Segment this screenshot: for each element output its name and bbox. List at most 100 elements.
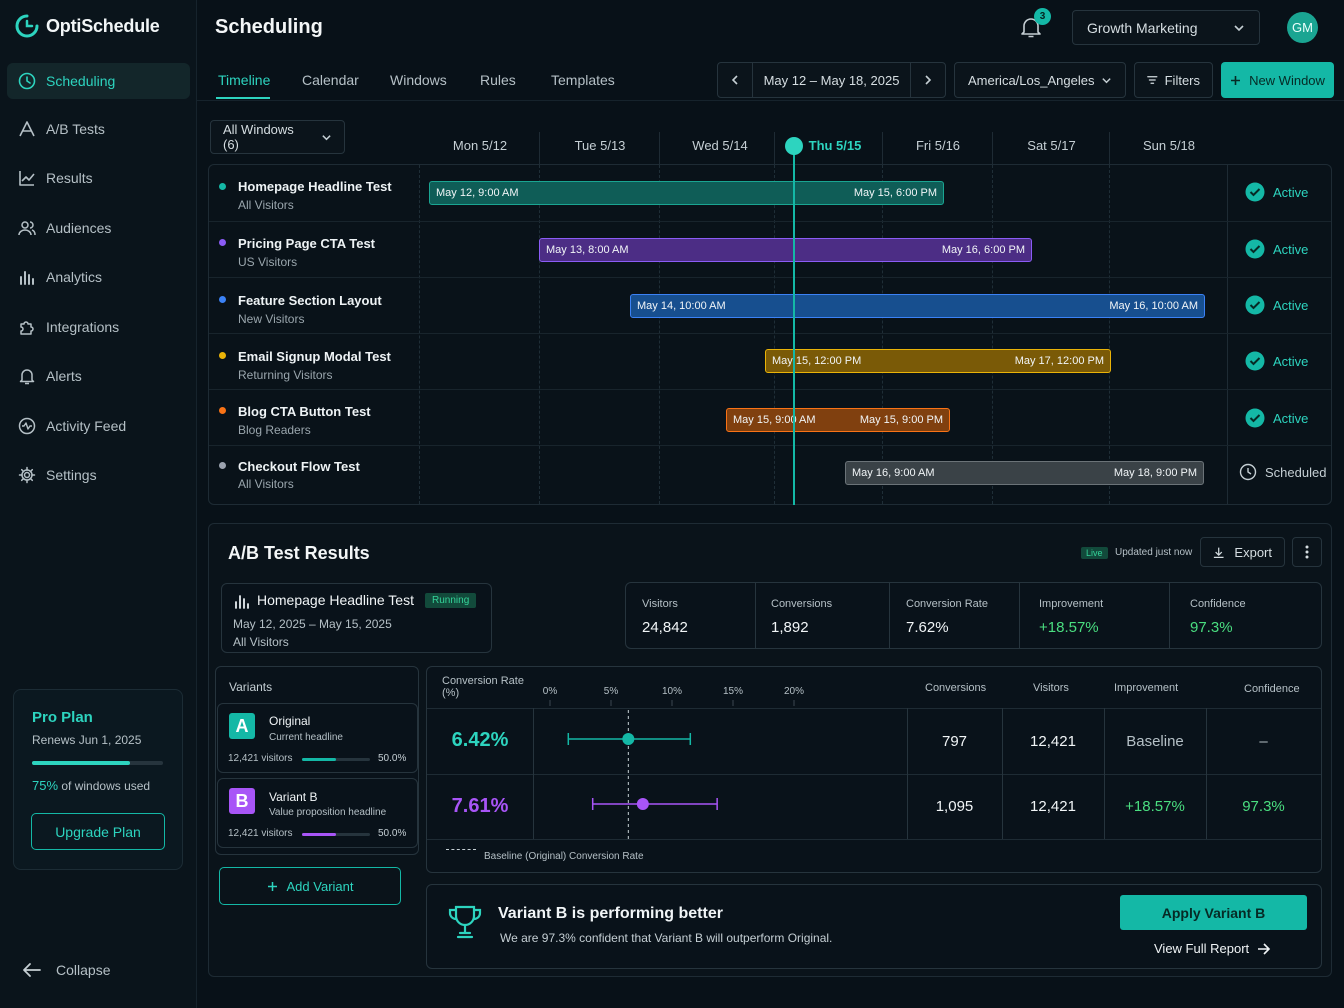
- sidebar-item-audiences[interactable]: Audiences: [7, 210, 190, 246]
- date-range-label[interactable]: May 12 – May 18, 2025: [763, 72, 900, 88]
- sidebar-item-alerts[interactable]: Alerts: [7, 358, 190, 394]
- sidebar-item-scheduling[interactable]: Scheduling: [7, 63, 190, 99]
- day-header: Sun 5/18: [1142, 138, 1196, 153]
- status-active: Active: [1245, 239, 1308, 259]
- day-header: Fri 5/16: [915, 138, 961, 153]
- variant-b-visitors: 12,421: [1030, 798, 1076, 815]
- prev-week-button[interactable]: [718, 63, 753, 97]
- tab-rules[interactable]: Rules: [480, 72, 516, 88]
- day-header: Sat 5/17: [1027, 138, 1076, 153]
- page-title: Scheduling: [215, 16, 323, 38]
- day-header: Wed 5/14: [692, 138, 748, 153]
- day-header: Mon 5/12: [452, 138, 508, 153]
- tabs-divider: [197, 100, 1344, 101]
- next-week-button[interactable]: [910, 63, 945, 97]
- variant-a-visitors: 12,421: [1030, 733, 1076, 750]
- variant-b-confidence: 97.3%: [1242, 798, 1285, 815]
- activity-icon: [18, 417, 36, 435]
- variant-split: 50.0%: [378, 828, 407, 839]
- window-name[interactable]: Pricing Page CTA Test: [238, 236, 376, 251]
- metrics-strip: Visitors 24,842 Conversions 1,892 Conver…: [625, 582, 1322, 649]
- status-label: Active: [1273, 297, 1309, 313]
- table-header-divider: [427, 708, 1321, 709]
- window-name[interactable]: Feature Section Layout: [238, 293, 382, 308]
- avatar[interactable]: GM: [1287, 12, 1318, 43]
- usage-percent: 75%: [32, 778, 59, 793]
- row-divider: [209, 389, 1331, 390]
- bar-start: May 12, 9:00 AM: [436, 187, 519, 199]
- status-label: Active: [1273, 353, 1309, 369]
- workspace-select[interactable]: Growth Marketing: [1072, 10, 1260, 45]
- conversions-header: Conversions: [925, 682, 987, 694]
- add-variant-button[interactable]: Add Variant: [219, 867, 401, 905]
- day-gridline: [1109, 165, 1110, 504]
- chevron-down-icon: [1102, 77, 1111, 83]
- logo-icon: [15, 14, 39, 38]
- variants-title: Variants: [229, 680, 273, 694]
- variant-card-b[interactable]: B Variant B Value proposition headline 1…: [217, 778, 418, 848]
- view-full-report-link[interactable]: View Full Report: [1154, 941, 1271, 956]
- users-icon: [18, 221, 36, 236]
- apply-variant-button[interactable]: Apply Variant B: [1120, 895, 1307, 930]
- bar-end: May 16, 10:00 AM: [1109, 300, 1198, 312]
- metric-value: +18.57%: [1039, 619, 1099, 636]
- tab-calendar[interactable]: Calendar: [302, 72, 359, 88]
- chevron-down-icon: [322, 134, 331, 140]
- tab-timeline[interactable]: Timeline: [218, 72, 271, 88]
- running-badge: Running: [425, 593, 477, 608]
- variant-visitors: 12,421 visitors: [228, 753, 293, 764]
- new-window-button[interactable]: New Window: [1221, 62, 1334, 98]
- table-row-divider: [427, 774, 1321, 775]
- variant-description: Current headline: [269, 732, 343, 743]
- sidebar-item-ab-tests[interactable]: A/B Tests: [7, 111, 190, 147]
- sidebar-item-settings[interactable]: Settings: [7, 457, 190, 493]
- app-logo[interactable]: OptiSchedule: [14, 13, 160, 39]
- gear-icon: [18, 466, 36, 484]
- sidebar-item-results[interactable]: Results: [7, 160, 190, 196]
- plan-card: Pro Plan Renews Jun 1, 2025 75% of windo…: [13, 689, 183, 870]
- day-gridline: [659, 165, 660, 504]
- plus-icon: [267, 881, 277, 891]
- window-name[interactable]: Homepage Headline Test: [238, 179, 392, 194]
- window-name[interactable]: Blog CTA Button Test: [238, 404, 371, 419]
- window-name[interactable]: Email Signup Modal Test: [238, 349, 391, 364]
- more-options-button[interactable]: [1292, 537, 1322, 567]
- row-divider: [209, 445, 1331, 446]
- window-filter-select[interactable]: All Windows (6): [210, 120, 345, 154]
- export-button[interactable]: Export: [1200, 537, 1285, 567]
- tab-templates[interactable]: Templates: [551, 72, 615, 88]
- window-filter-value: All Windows (6): [223, 122, 294, 152]
- tab-windows[interactable]: Windows: [390, 72, 447, 88]
- window-bar[interactable]: May 13, 8:00 AM May 16, 6:00 PM: [539, 238, 1032, 262]
- sidebar-item-analytics[interactable]: Analytics: [7, 259, 190, 295]
- window-bar[interactable]: May 16, 9:00 AM May 18, 9:00 PM: [845, 461, 1204, 485]
- ab-test-icon: [19, 121, 35, 137]
- metric-label: Conversion Rate: [906, 598, 988, 610]
- sidebar-item-activity-feed[interactable]: Activity Feed: [7, 408, 190, 444]
- window-bar[interactable]: May 12, 9:00 AM May 15, 6:00 PM: [429, 181, 944, 205]
- day-gridline: [539, 165, 540, 504]
- variant-card-a[interactable]: A Original Current headline 12,421 visit…: [217, 703, 418, 773]
- table-column-divider: [1104, 708, 1105, 839]
- notifications-button[interactable]: 3: [1019, 8, 1051, 39]
- metric-value: 7.62%: [906, 619, 949, 636]
- filters-button[interactable]: Filters: [1134, 62, 1213, 98]
- cr-column-header: Conversion Rate (%): [442, 675, 524, 699]
- timezone-select[interactable]: America/Los_Angeles: [954, 62, 1126, 98]
- sidebar-item-integrations[interactable]: Integrations: [7, 309, 190, 345]
- sidebar-item-label: Results: [46, 170, 93, 186]
- confidence-header: Confidence: [1244, 683, 1300, 695]
- window-bar[interactable]: May 15, 9:00 AM May 15, 9:00 PM: [726, 408, 950, 432]
- plan-name: Pro Plan: [32, 709, 93, 726]
- window-bar[interactable]: May 15, 12:00 PM May 17, 12:00 PM: [765, 349, 1111, 373]
- window-audience: All Visitors: [238, 477, 294, 491]
- collapse-button[interactable]: Collapse: [22, 962, 110, 978]
- axis-tick-label: 10%: [662, 686, 682, 697]
- window-audience: New Visitors: [238, 312, 305, 326]
- window-bar[interactable]: May 14, 10:00 AM May 16, 10:00 AM: [630, 294, 1205, 318]
- check-circle-icon: [1245, 182, 1265, 202]
- window-name[interactable]: Checkout Flow Test: [238, 459, 360, 474]
- table-footer-divider: [427, 839, 1321, 840]
- axis-tick-label: 0%: [543, 686, 558, 697]
- upgrade-plan-button[interactable]: Upgrade Plan: [31, 813, 165, 850]
